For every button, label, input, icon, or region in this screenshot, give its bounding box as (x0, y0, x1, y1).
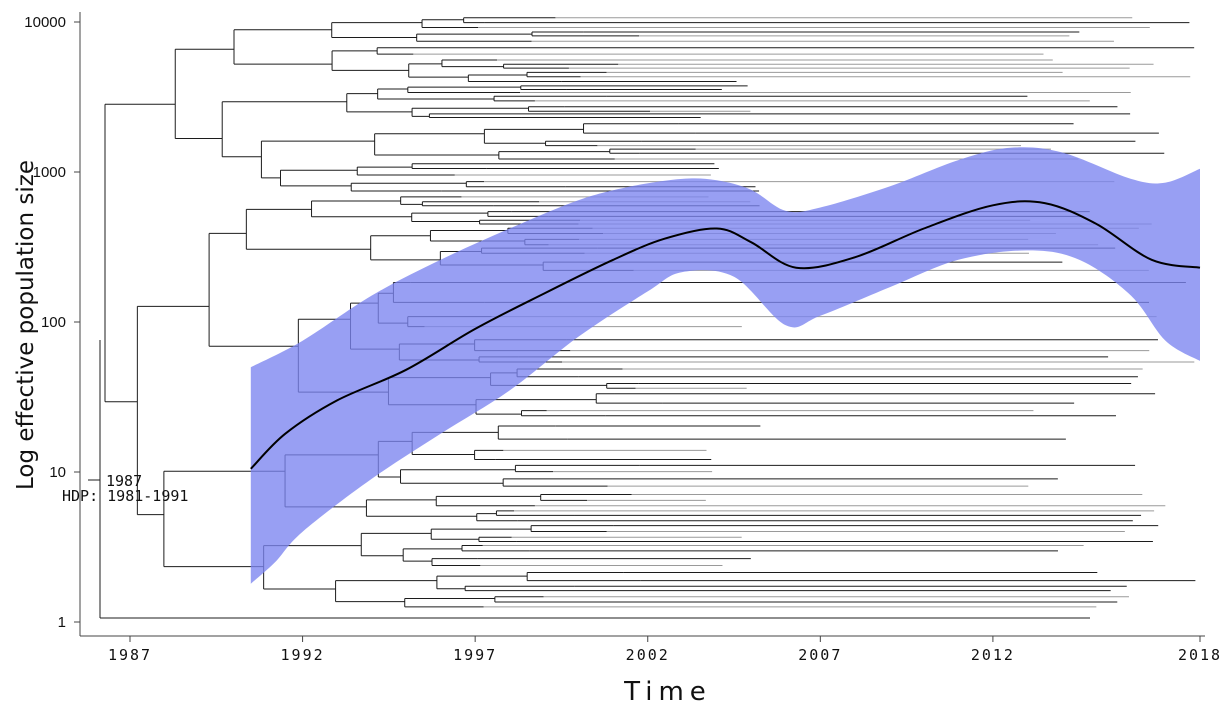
axes (79, 12, 1205, 637)
x-tick-label: 2018 (1178, 646, 1222, 664)
x-tick-label: 2012 (971, 646, 1015, 664)
annotation-hdp-range: HDP: 1981-1991 (62, 487, 188, 505)
annotation-root-year: 1987 (106, 472, 142, 490)
y-tick-label: 100 (41, 314, 66, 331)
x-tick-label: 1997 (453, 646, 497, 664)
median-population-line (250, 200, 1201, 470)
x-tick-label: 1987 (108, 646, 152, 664)
y-tick-label: 1000 (33, 164, 66, 181)
y-tick-label: 10 (49, 464, 66, 481)
hpd-interval-band (250, 147, 1201, 584)
y-ticks: 10000 1000 100 10 1 (24, 14, 80, 631)
x-tick-label: 2002 (626, 646, 670, 664)
x-tick-label: 1992 (281, 646, 325, 664)
x-tick-label: 2007 (798, 646, 842, 664)
y-tick-label: 1 (58, 614, 66, 631)
x-axis-title: Time (623, 677, 712, 703)
y-tick-label: 10000 (24, 14, 66, 31)
x-ticks: 1987 1992 1997 2002 2007 2012 2018 (108, 636, 1222, 664)
y-axis-title: Log effective population size (13, 160, 39, 490)
